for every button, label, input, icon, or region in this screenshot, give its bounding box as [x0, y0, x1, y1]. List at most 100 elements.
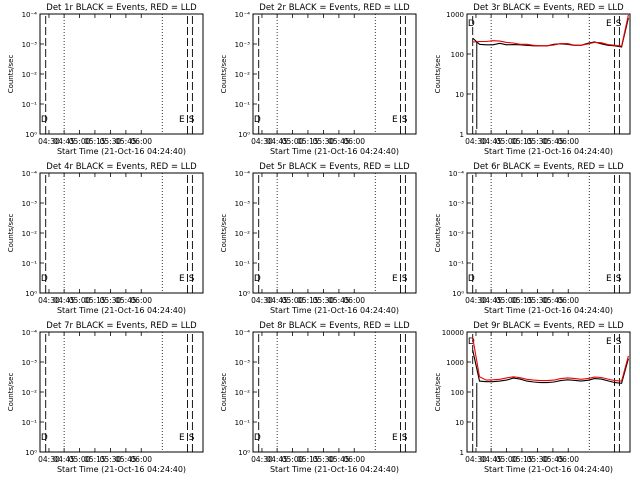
x-tick-label: 04:45: [480, 296, 502, 305]
marker-label-e: E: [392, 433, 398, 443]
x-tick-label: 05:15: [511, 455, 533, 464]
x-tick-label: 06:00: [557, 455, 579, 464]
x-tick-label: 05:30: [527, 296, 549, 305]
x-axis-label: Start Time (21-Oct-16 04:24:40): [484, 465, 613, 474]
marker-label-e: E: [606, 337, 612, 347]
y-tick-label: 10⁻⁴: [235, 329, 251, 337]
marker-label-d: D: [468, 337, 475, 347]
marker-label-e: E: [179, 433, 185, 443]
y-tick-label: 10⁻³: [235, 41, 251, 49]
x-tick-label: 05:00: [496, 296, 518, 305]
marker-label-s: S: [616, 19, 622, 29]
x-axis-label: Start Time (21-Oct-16 04:24:40): [484, 147, 613, 156]
panel-det-7: Det 7r BLACK = Events, RED = LLD Counts/s…: [7, 321, 204, 474]
y-tick-label: 10⁻³: [22, 41, 38, 49]
x-tick-label: 04:30: [465, 296, 487, 305]
panel-title: Det 2r BLACK = Events, RED = LLD: [259, 3, 410, 13]
y-tick-label: 10⁰: [25, 290, 37, 298]
y-axis-label: Counts/sec: [7, 214, 15, 253]
marker-label-s: S: [616, 337, 622, 347]
x-tick-label: 04:30: [38, 296, 60, 305]
x-tick-label: 04:30: [38, 137, 60, 146]
y-tick-label: 10⁰: [238, 449, 250, 457]
marker-label-d: D: [254, 274, 261, 284]
y-tick-label: 10⁻³: [22, 200, 38, 208]
x-tick-label: 05:15: [297, 296, 319, 305]
panel-title: Det 6r BLACK = Events, RED = LLD: [473, 162, 624, 172]
marker-label-e: E: [392, 274, 398, 284]
x-tick-label: 05:15: [84, 455, 106, 464]
marker-label-s: S: [402, 274, 408, 284]
y-axis-label: Counts/sec: [7, 373, 15, 412]
x-tick-label: 05:45: [115, 296, 137, 305]
x-tick-label: 05:00: [282, 296, 304, 305]
y-tick-label: 10⁻¹: [235, 419, 251, 427]
x-tick-label: 06:00: [343, 455, 365, 464]
y-tick-label: 10⁻²: [235, 389, 251, 397]
y-tick-label: 10⁻²: [22, 71, 38, 79]
y-axis-label: Counts/sec: [220, 55, 228, 94]
x-tick-label: 05:30: [527, 455, 549, 464]
y-tick-label: 10⁻²: [235, 71, 251, 79]
marker-label-e: E: [179, 274, 185, 284]
x-tick-label: 05:00: [69, 137, 91, 146]
y-tick-label: 10⁻⁴: [22, 170, 38, 178]
y-tick-label: 10⁰: [238, 131, 250, 139]
plot-frame: [466, 13, 631, 135]
marker-label-s: S: [189, 115, 195, 125]
y-tick-label: 10⁻³: [449, 200, 465, 208]
x-tick-label: 04:30: [251, 296, 273, 305]
y-axis-label: Counts/sec: [434, 55, 442, 94]
y-tick-label: 10⁻⁴: [235, 11, 251, 19]
x-tick-label: 05:30: [313, 137, 335, 146]
x-tick-label: 06:00: [557, 137, 579, 146]
marker-label-e: E: [606, 274, 612, 284]
marker-label-e: E: [606, 19, 612, 29]
x-tick-label: 06:00: [130, 137, 152, 146]
y-tick-label: 10⁻²: [235, 230, 251, 238]
marker-label-d: D: [254, 433, 261, 443]
x-axis-label: Start Time (21-Oct-16 04:24:40): [57, 465, 186, 474]
x-tick-label: 04:45: [53, 137, 75, 146]
x-tick-label: 05:15: [297, 455, 319, 464]
x-tick-label: 05:15: [511, 296, 533, 305]
y-tick-label: 1: [460, 131, 464, 139]
y-tick-label: 10⁻³: [235, 200, 251, 208]
x-tick-label: 04:45: [266, 137, 288, 146]
x-tick-label: 04:30: [465, 455, 487, 464]
panel-title: Det 7r BLACK = Events, RED = LLD: [46, 321, 197, 331]
x-tick-label: 05:45: [328, 455, 350, 464]
y-tick-label: 10⁻⁴: [449, 170, 465, 178]
x-tick-label: 05:45: [328, 137, 350, 146]
x-tick-label: 05:30: [100, 137, 122, 146]
y-tick-label: 10⁻¹: [235, 260, 251, 268]
y-axis-label: Counts/sec: [7, 55, 15, 94]
marker-label-e: E: [179, 115, 185, 125]
panel-det-4: Det 4r BLACK = Events, RED = LLD Counts/s…: [7, 162, 204, 315]
y-tick-label: 10⁻²: [449, 230, 465, 238]
x-tick-label: 06:00: [557, 296, 579, 305]
y-tick-label: 10⁻²: [22, 230, 38, 238]
y-axis-label: Counts/sec: [434, 214, 442, 253]
y-tick-label: 10⁰: [25, 449, 37, 457]
y-axis-label: Counts/sec: [220, 373, 228, 412]
events-series-line: [472, 349, 629, 384]
marker-label-d: D: [41, 274, 48, 284]
x-tick-label: 05:00: [282, 455, 304, 464]
marker-label-e: E: [392, 115, 398, 125]
lld-series-line: [472, 337, 629, 382]
y-tick-label: 10000: [442, 329, 464, 337]
x-tick-label: 05:45: [115, 137, 137, 146]
x-tick-label: 05:15: [84, 137, 106, 146]
x-tick-label: 06:00: [130, 455, 152, 464]
panel-det-5: Det 5r BLACK = Events, RED = LLD Counts/s…: [220, 162, 417, 315]
x-tick-label: 04:45: [53, 455, 75, 464]
y-tick-label: 10⁻³: [22, 359, 38, 367]
panel-title: Det 5r BLACK = Events, RED = LLD: [259, 162, 410, 172]
y-tick-label: 100: [451, 389, 464, 397]
x-tick-label: 05:30: [313, 296, 335, 305]
panel-title: Det 1r BLACK = Events, RED = LLD: [46, 3, 197, 13]
panel-det-3: Det 3r BLACK = Events, RED = LLD Counts/s…: [434, 3, 631, 156]
